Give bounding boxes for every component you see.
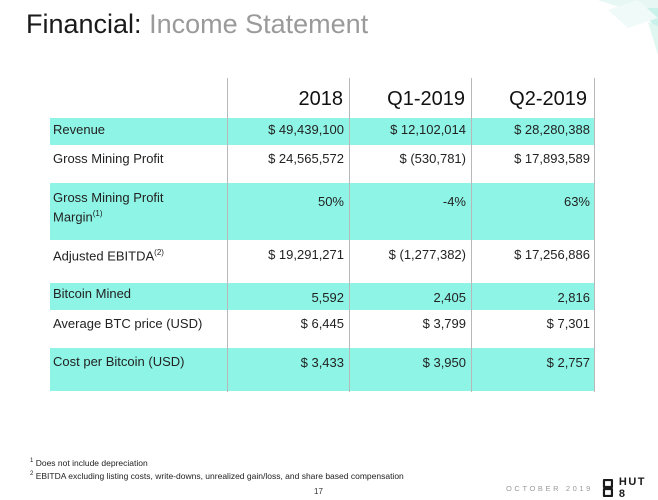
hut8-logo: HUT 8 — [601, 476, 658, 500]
column-divider — [227, 78, 228, 392]
corner-decoration — [488, 0, 658, 60]
logo-text: HUT 8 — [618, 476, 647, 500]
cell-2018: $ 49,439,100 — [268, 122, 344, 137]
page-title: Financial: Income Statement — [26, 9, 368, 40]
title-main: Financial: — [26, 9, 142, 39]
row-label: Gross Mining Profit Margin(1) — [53, 190, 164, 225]
column-divider — [471, 78, 472, 392]
row-label: Cost per Bitcoin (USD) — [53, 354, 185, 369]
table-row: Cost per Bitcoin (USD) $ 3,433 $ 3,950 $… — [50, 348, 595, 391]
hut8-logo-icon — [602, 478, 614, 498]
cell-q1-2019: $ 3,950 — [422, 355, 466, 370]
table-row: Adjusted EBITDA(2) $ 19,291,271 $ (1,277… — [50, 240, 595, 283]
cell-q2-2019: $ 28,280,388 — [514, 122, 590, 137]
table-row: Revenue $ 49,439,100 $ 12,102,014 $ 28,2… — [50, 118, 595, 145]
cell-q2-2019: 2,816 — [557, 290, 590, 305]
footer-date: OCTOBER 2019 — [506, 484, 593, 493]
row-label: Revenue — [53, 122, 106, 137]
table-row: Average BTC price (USD) $ 6,445 $ 3,799 … — [50, 310, 595, 348]
page-number: 17 — [314, 487, 323, 496]
footnote: 2 EBITDA excluding listing costs, write-… — [30, 470, 404, 481]
cell-q2-2019: $ 17,893,589 — [514, 151, 590, 166]
column-header-q2-2019: Q2-2019 — [509, 88, 587, 110]
cell-q2-2019: $ 7,301 — [546, 316, 590, 331]
cell-2018: $ 19,291,271 — [268, 247, 344, 262]
cell-q1-2019: 2,405 — [433, 290, 466, 305]
footnotes: 1 Does not include depreciation 2 EBITDA… — [30, 456, 404, 482]
row-label: Bitcoin Mined — [53, 286, 132, 301]
income-statement-table: Revenue $ 49,439,100 $ 12,102,014 $ 28,2… — [50, 78, 595, 392]
cell-q2-2019: 63% — [563, 194, 590, 209]
cell-2018: $ 6,445 — [300, 316, 344, 331]
column-divider — [594, 78, 595, 392]
table-row: Gross Mining Profit $ 24,565,572 $ (530,… — [50, 145, 595, 183]
row-label: Adjusted EBITDA(2) — [53, 248, 164, 264]
column-divider — [349, 78, 350, 392]
table-row: Gross Mining Profit Margin(1) 50% -4% 63… — [50, 183, 595, 240]
cell-2018: 5,592 — [311, 290, 344, 305]
cell-q1-2019: $ 3,799 — [422, 316, 466, 331]
row-label: Average BTC price (USD) — [53, 316, 203, 331]
cell-q1-2019: -4% — [442, 194, 466, 209]
column-header-2018: 2018 — [298, 88, 344, 110]
footnote: 1 Does not include depreciation — [30, 457, 148, 468]
column-header-q1-2019: Q1-2019 — [387, 88, 465, 110]
row-label: Gross Mining Profit — [53, 151, 164, 166]
cell-2018: $ 24,565,572 — [268, 151, 344, 166]
cell-q1-2019: $ 12,102,014 — [390, 122, 466, 137]
cell-q2-2019: $ 2,757 — [546, 355, 590, 370]
cell-q1-2019: $ (1,277,382) — [388, 247, 466, 262]
cell-q2-2019: $ 17,256,886 — [514, 247, 590, 262]
table-row: Bitcoin Mined 5,592 2,405 2,816 — [50, 283, 595, 310]
title-sub: Income Statement — [149, 9, 369, 39]
cell-2018: 50% — [317, 194, 344, 209]
cell-2018: $ 3,433 — [300, 355, 344, 370]
cell-q1-2019: $ (530,781) — [399, 151, 467, 166]
